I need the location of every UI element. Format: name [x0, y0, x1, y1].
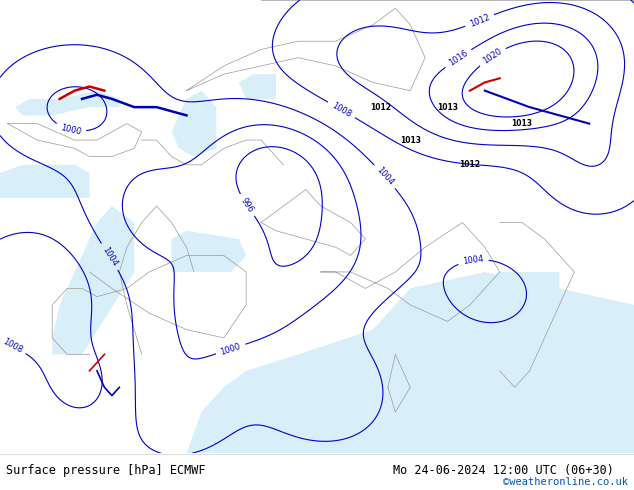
Text: 1008: 1008: [330, 101, 353, 119]
Text: 1004: 1004: [462, 254, 484, 266]
Polygon shape: [238, 74, 276, 99]
Text: Mo 24-06-2024 12:00 UTC (06+30): Mo 24-06-2024 12:00 UTC (06+30): [393, 464, 614, 477]
Text: 1012: 1012: [468, 12, 491, 28]
Text: 1020: 1020: [481, 47, 503, 66]
Text: 1008: 1008: [1, 337, 23, 355]
Polygon shape: [186, 272, 634, 453]
Text: 1013: 1013: [512, 119, 533, 128]
Text: 1012: 1012: [460, 160, 481, 170]
Polygon shape: [0, 165, 89, 198]
Polygon shape: [52, 206, 134, 354]
Text: 1000: 1000: [60, 123, 82, 136]
Text: 1012: 1012: [370, 102, 391, 112]
Text: Surface pressure [hPa] ECMWF: Surface pressure [hPa] ECMWF: [6, 464, 206, 477]
Text: 1004: 1004: [375, 166, 395, 187]
Text: 1000: 1000: [219, 342, 242, 357]
Text: 996: 996: [239, 196, 255, 214]
Text: 1016: 1016: [447, 49, 470, 68]
Text: 1013: 1013: [437, 102, 458, 112]
Text: ©weatheronline.co.uk: ©weatheronline.co.uk: [503, 477, 628, 487]
Polygon shape: [15, 91, 119, 115]
Text: 1013: 1013: [399, 136, 421, 145]
Polygon shape: [172, 231, 246, 272]
Text: 1004: 1004: [100, 245, 119, 268]
Polygon shape: [410, 272, 559, 453]
Polygon shape: [172, 91, 216, 157]
